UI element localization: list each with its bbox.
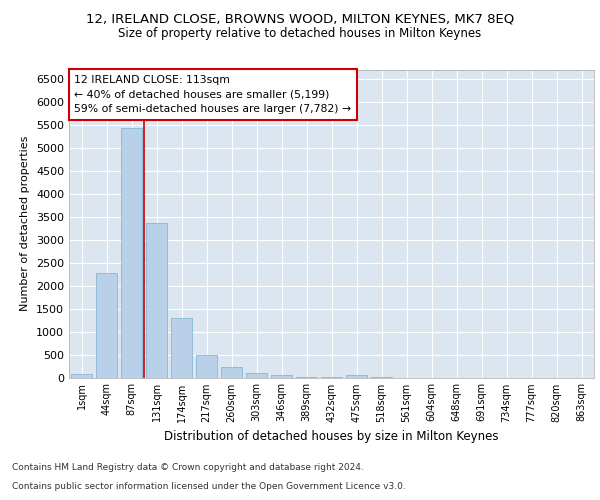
Bar xyxy=(271,375,292,378)
Bar xyxy=(171,318,192,378)
Text: Size of property relative to detached houses in Milton Keynes: Size of property relative to detached ho… xyxy=(118,28,482,40)
Bar xyxy=(196,356,217,378)
Bar xyxy=(121,128,142,378)
Bar xyxy=(146,224,167,378)
Text: Contains HM Land Registry data © Crown copyright and database right 2024.: Contains HM Land Registry data © Crown c… xyxy=(12,464,364,472)
Text: 12, IRELAND CLOSE, BROWNS WOOD, MILTON KEYNES, MK7 8EQ: 12, IRELAND CLOSE, BROWNS WOOD, MILTON K… xyxy=(86,12,514,26)
Bar xyxy=(221,368,242,378)
Bar xyxy=(246,373,267,378)
Y-axis label: Number of detached properties: Number of detached properties xyxy=(20,136,31,312)
Bar xyxy=(71,374,92,378)
Text: Contains public sector information licensed under the Open Government Licence v3: Contains public sector information licen… xyxy=(12,482,406,491)
X-axis label: Distribution of detached houses by size in Milton Keynes: Distribution of detached houses by size … xyxy=(164,430,499,443)
Bar xyxy=(346,375,367,378)
Text: 12 IRELAND CLOSE: 113sqm
← 40% of detached houses are smaller (5,199)
59% of sem: 12 IRELAND CLOSE: 113sqm ← 40% of detach… xyxy=(74,74,352,114)
Bar xyxy=(96,273,117,378)
